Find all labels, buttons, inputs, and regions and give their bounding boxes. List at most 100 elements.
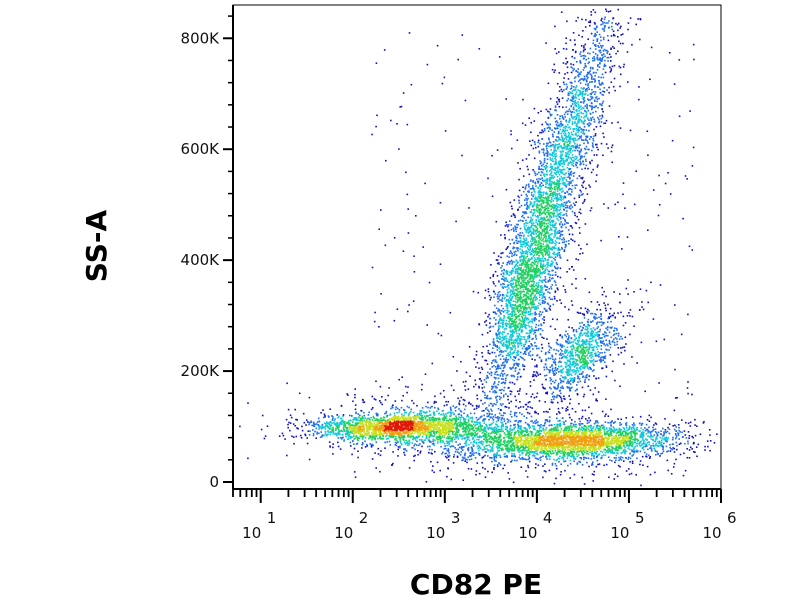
event-dot bbox=[555, 353, 557, 355]
event-dot bbox=[598, 359, 601, 361]
event-dot bbox=[511, 381, 514, 384]
event-dot bbox=[565, 184, 568, 186]
event-dot bbox=[529, 385, 532, 387]
event-dot bbox=[574, 102, 576, 104]
event-dot bbox=[553, 298, 556, 300]
event-dot bbox=[526, 244, 529, 246]
event-dot bbox=[522, 300, 525, 302]
event-dot bbox=[511, 312, 514, 314]
event-dot bbox=[526, 247, 529, 249]
event-dot bbox=[530, 217, 533, 220]
event-dot bbox=[595, 96, 597, 99]
event-dot bbox=[558, 180, 561, 182]
event-dot bbox=[617, 335, 620, 337]
event-dot bbox=[585, 139, 587, 141]
event-dot bbox=[543, 279, 546, 282]
event-dot bbox=[574, 128, 576, 130]
event-dot bbox=[598, 337, 601, 339]
event-dot bbox=[582, 193, 584, 195]
event-dot bbox=[532, 284, 534, 287]
event-dot bbox=[516, 248, 519, 250]
event-dot bbox=[566, 180, 568, 183]
event-dot bbox=[511, 330, 513, 332]
event-dot bbox=[548, 213, 551, 216]
event-dot bbox=[500, 256, 502, 259]
event-dot bbox=[512, 325, 515, 327]
event-dot bbox=[514, 225, 516, 228]
event-dot bbox=[591, 76, 593, 78]
event-dot bbox=[541, 239, 544, 241]
event-dot bbox=[527, 273, 530, 276]
event-dot bbox=[524, 317, 526, 320]
event-dot bbox=[538, 191, 540, 193]
event-dot bbox=[578, 356, 581, 359]
event-dot bbox=[568, 207, 571, 209]
event-dot bbox=[525, 276, 528, 279]
event-dot bbox=[553, 214, 555, 217]
event-dot bbox=[533, 371, 535, 373]
event-dot bbox=[527, 232, 530, 234]
event-dot bbox=[530, 242, 533, 245]
event-dot bbox=[590, 343, 593, 346]
event-dot bbox=[487, 352, 490, 354]
event-dot bbox=[537, 284, 540, 286]
event-dot bbox=[534, 296, 537, 299]
event-dot bbox=[543, 228, 546, 230]
event-dot bbox=[525, 287, 528, 290]
event-dot bbox=[528, 347, 531, 350]
event-dot bbox=[569, 147, 571, 150]
event-dot bbox=[553, 151, 555, 154]
event-dot bbox=[524, 347, 527, 350]
event-dot bbox=[558, 143, 561, 146]
event-dot bbox=[523, 309, 526, 311]
event-dot bbox=[583, 180, 585, 183]
event-dot bbox=[538, 150, 541, 153]
event-dot bbox=[560, 226, 563, 228]
event-dot bbox=[572, 146, 575, 148]
event-dot bbox=[564, 219, 566, 222]
event-dot bbox=[544, 213, 547, 216]
event-dot bbox=[505, 374, 508, 377]
event-dot bbox=[523, 211, 526, 213]
event-dot bbox=[535, 266, 538, 269]
event-dot bbox=[591, 353, 593, 356]
event-dot bbox=[598, 33, 601, 36]
event-dot bbox=[531, 261, 533, 264]
event-dot bbox=[579, 360, 581, 362]
event-dot bbox=[539, 247, 542, 249]
event-dot bbox=[594, 79, 597, 82]
event-dot bbox=[512, 278, 515, 280]
event-dot bbox=[539, 249, 542, 252]
event-dot bbox=[508, 402, 510, 404]
event-dot bbox=[572, 363, 575, 366]
event-dot bbox=[518, 393, 520, 395]
event-dot bbox=[558, 178, 561, 180]
event-dot bbox=[557, 192, 559, 195]
event-dot bbox=[515, 228, 517, 230]
event-dot bbox=[553, 71, 555, 73]
event-dot bbox=[578, 354, 580, 357]
event-dot bbox=[572, 96, 575, 98]
event-dot bbox=[541, 171, 544, 174]
event-dot bbox=[538, 299, 541, 301]
event-dot bbox=[613, 338, 615, 341]
event-dot bbox=[561, 191, 563, 193]
event-dot bbox=[567, 155, 569, 158]
event-dot bbox=[560, 374, 562, 377]
event-dot bbox=[581, 252, 584, 254]
event-dot bbox=[586, 320, 589, 323]
event-dot bbox=[526, 201, 528, 204]
event-dot bbox=[621, 33, 624, 35]
event-dot bbox=[615, 327, 618, 330]
event-dot bbox=[505, 302, 507, 305]
event-dot bbox=[565, 340, 567, 342]
event-dot bbox=[514, 316, 517, 318]
event-dot bbox=[575, 132, 577, 135]
event-dot bbox=[581, 176, 584, 179]
event-dot bbox=[610, 81, 613, 83]
event-dot bbox=[589, 352, 591, 354]
event-dot bbox=[510, 271, 513, 273]
event-dot bbox=[583, 133, 586, 135]
event-dot bbox=[579, 144, 581, 147]
event-dot bbox=[548, 145, 550, 148]
